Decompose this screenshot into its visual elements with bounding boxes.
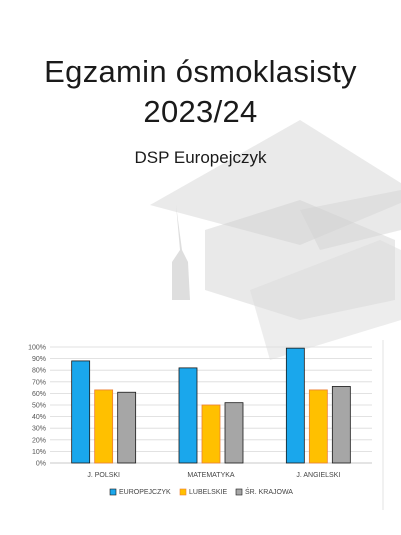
y-tick-label: 0% bbox=[36, 461, 46, 468]
page-subtitle: DSP Europejczyk bbox=[134, 148, 267, 167]
legend: EUROPEJCZYK LUBELSKIE ŚR. KRAJOWA bbox=[109, 487, 293, 496]
legend-swatch bbox=[179, 488, 187, 496]
x-category-label: MATEMATYKA bbox=[187, 472, 235, 479]
y-tick-label: 10% bbox=[32, 449, 46, 456]
x-axis-categories: J. POLSKI MATEMATYKA J. ANGIELSKI bbox=[87, 472, 340, 479]
bar-europejczyk-2 bbox=[285, 347, 305, 464]
legend-swatch bbox=[109, 488, 117, 496]
y-tick-label: 30% bbox=[32, 426, 46, 433]
y-tick-label: 100% bbox=[28, 345, 46, 352]
legend-swatch bbox=[235, 488, 243, 496]
page-title-line1: Egzamin ósmoklasisty bbox=[44, 54, 357, 89]
bar-lubelskie-1 bbox=[201, 404, 221, 464]
y-tick-label: 40% bbox=[32, 414, 46, 421]
bar-europejczyk-1 bbox=[178, 367, 198, 464]
legend-label: LUBELSKIE bbox=[189, 489, 227, 496]
bars bbox=[71, 347, 351, 464]
bar-śr-krajowa-2 bbox=[331, 386, 351, 464]
y-tick-label: 80% bbox=[32, 368, 46, 375]
legend-label: ŚR. KRAJOWA bbox=[245, 487, 293, 496]
bar-śr-krajowa-1 bbox=[224, 402, 244, 464]
y-tick-label: 20% bbox=[32, 437, 46, 444]
legend-label: EUROPEJCZYK bbox=[119, 489, 171, 496]
y-tick-label: 90% bbox=[32, 356, 46, 363]
bar-śr-krajowa-0 bbox=[117, 391, 137, 464]
y-tick-label: 50% bbox=[32, 403, 46, 410]
y-tick-label: 70% bbox=[32, 379, 46, 386]
bar-lubelskie-0 bbox=[94, 389, 114, 464]
y-axis-ticks: 0% 10% 20% 30% 40% 50% 60% 70% 80% 90% 100% bbox=[28, 345, 46, 468]
bar-lubelskie-2 bbox=[308, 389, 328, 464]
y-tick-label: 60% bbox=[32, 391, 46, 398]
bar-europejczyk-0 bbox=[71, 360, 91, 464]
x-category-label: J. POLSKI bbox=[87, 472, 120, 479]
exam-results-bar-chart: 0% 10% 20% 30% 40% 50% 60% 70% 80% 90% 100% J. POL… bbox=[28, 345, 372, 496]
page-title-line2: 2023/24 bbox=[143, 94, 258, 129]
x-category-label: J. ANGIELSKI bbox=[296, 472, 340, 479]
